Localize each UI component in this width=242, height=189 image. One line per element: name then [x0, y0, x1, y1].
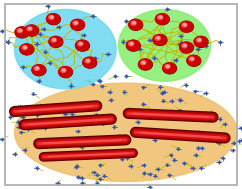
Circle shape — [129, 42, 134, 46]
Ellipse shape — [15, 9, 116, 89]
Circle shape — [155, 36, 160, 40]
Circle shape — [198, 39, 201, 41]
Circle shape — [75, 22, 77, 24]
Circle shape — [15, 27, 29, 38]
Circle shape — [19, 29, 22, 31]
Circle shape — [194, 37, 208, 47]
Circle shape — [127, 40, 140, 51]
Circle shape — [194, 36, 208, 47]
Ellipse shape — [15, 83, 237, 181]
Circle shape — [165, 65, 170, 69]
Circle shape — [36, 67, 38, 69]
Circle shape — [87, 60, 89, 62]
Circle shape — [129, 19, 142, 30]
Circle shape — [76, 40, 89, 51]
Circle shape — [83, 57, 97, 68]
Circle shape — [130, 43, 133, 45]
Circle shape — [47, 14, 60, 25]
Circle shape — [184, 45, 186, 46]
Circle shape — [51, 38, 56, 42]
Circle shape — [15, 27, 29, 37]
Circle shape — [126, 40, 140, 51]
Circle shape — [163, 63, 176, 73]
Circle shape — [133, 22, 135, 24]
Circle shape — [32, 65, 45, 75]
Circle shape — [143, 62, 145, 64]
Circle shape — [139, 59, 152, 70]
Circle shape — [59, 67, 72, 77]
Circle shape — [180, 21, 193, 32]
Circle shape — [180, 42, 193, 53]
Circle shape — [49, 36, 62, 47]
Circle shape — [153, 34, 166, 45]
Circle shape — [17, 29, 23, 33]
Circle shape — [158, 15, 163, 19]
Circle shape — [129, 20, 143, 30]
Circle shape — [46, 14, 60, 24]
Circle shape — [153, 35, 167, 45]
Circle shape — [180, 42, 193, 53]
Circle shape — [29, 28, 31, 29]
Circle shape — [80, 43, 82, 45]
Circle shape — [184, 24, 186, 26]
Circle shape — [71, 19, 84, 30]
Circle shape — [25, 25, 38, 36]
Circle shape — [85, 59, 90, 63]
Circle shape — [20, 44, 33, 54]
Circle shape — [34, 67, 39, 70]
Circle shape — [24, 46, 26, 48]
Circle shape — [189, 57, 194, 61]
Circle shape — [191, 58, 193, 60]
Circle shape — [156, 14, 169, 25]
Ellipse shape — [119, 9, 211, 81]
Circle shape — [49, 37, 63, 47]
Circle shape — [73, 21, 78, 25]
Circle shape — [71, 20, 84, 30]
Circle shape — [78, 42, 83, 46]
Circle shape — [138, 59, 152, 70]
Circle shape — [131, 21, 136, 25]
Circle shape — [59, 67, 72, 77]
Circle shape — [20, 44, 34, 55]
Circle shape — [51, 16, 53, 18]
Circle shape — [25, 25, 38, 36]
Circle shape — [53, 39, 55, 41]
Circle shape — [141, 61, 146, 65]
Circle shape — [182, 44, 187, 48]
Circle shape — [32, 65, 46, 76]
Circle shape — [61, 68, 66, 72]
Circle shape — [163, 63, 176, 74]
Circle shape — [83, 57, 96, 68]
Circle shape — [76, 40, 89, 51]
Circle shape — [197, 38, 202, 42]
Circle shape — [187, 55, 200, 66]
Circle shape — [167, 65, 169, 67]
Circle shape — [187, 56, 201, 66]
Circle shape — [182, 23, 187, 27]
Circle shape — [155, 14, 169, 24]
Circle shape — [157, 37, 159, 39]
Circle shape — [159, 16, 162, 18]
Circle shape — [27, 27, 32, 31]
Circle shape — [22, 46, 27, 50]
Circle shape — [49, 15, 54, 19]
Circle shape — [63, 69, 65, 71]
Circle shape — [180, 22, 193, 32]
